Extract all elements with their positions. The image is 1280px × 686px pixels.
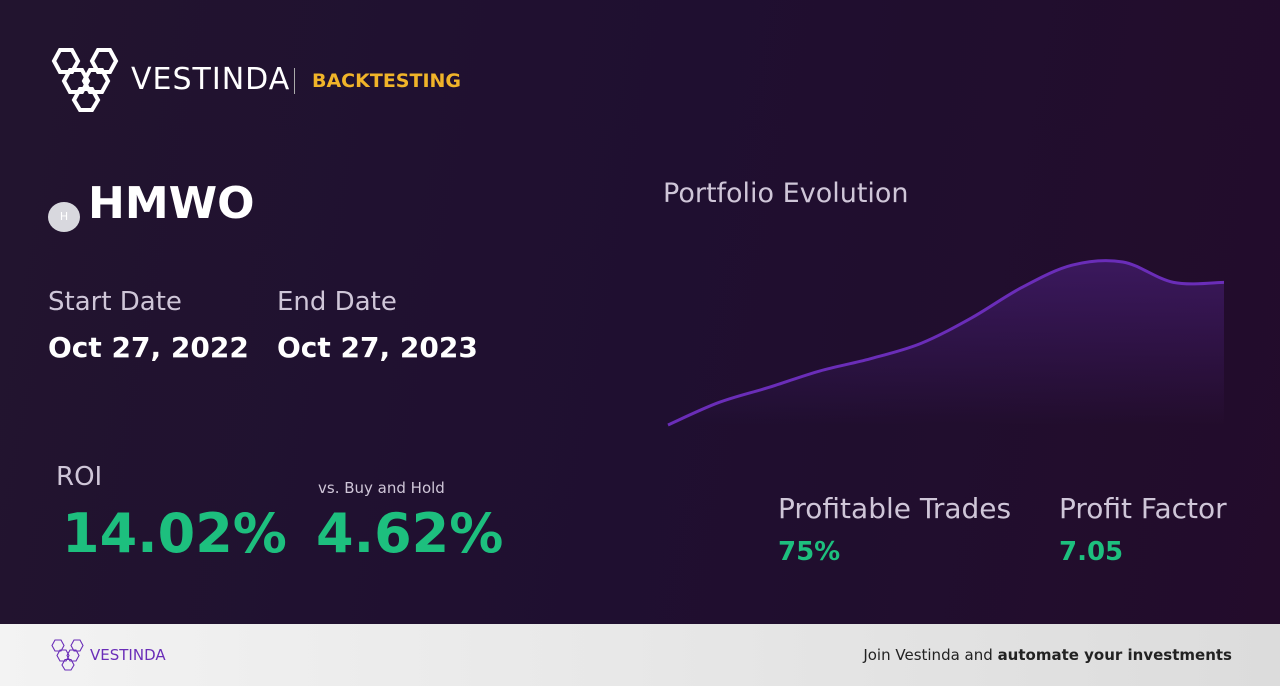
asset-icon: H [48,202,80,232]
footer: VESTINDA Join Vestinda and automate your… [0,624,1280,686]
buy-hold-value: 4.62% [316,502,504,565]
cta: Join Vestinda and automate your investme… [863,646,1232,664]
stat-value: 7.05 [1059,537,1124,567]
chart-title: Portfolio Evolution [663,178,909,209]
roi-value: 14.02% [62,502,287,565]
cta-text: Join Vestinda and [863,646,993,664]
stat-label: Profitable Trades [778,492,1012,525]
roi-label: ROI [56,462,103,492]
brand: VESTINDA [131,62,291,97]
logo [51,48,119,112]
end-date: Oct 27, 2023 [277,331,478,364]
divider [294,68,295,94]
ticker: HMWO [88,178,255,229]
end-label: End Date [277,287,397,317]
stat-value: 75% [778,537,841,567]
section: BACKTESTING [312,70,462,92]
line [667,259,1225,427]
footer-logo [51,639,84,671]
footer-brand: VESTINDA [90,646,166,664]
buy-hold-label: vs. Buy and Hold [318,479,445,497]
area [668,260,1224,425]
cta-bold: automate your investments [997,646,1232,664]
start-date: Oct 27, 2022 [48,331,249,364]
start-label: Start Date [48,287,182,317]
stat-label: Profit Factor [1059,492,1227,525]
chart [667,259,1225,427]
